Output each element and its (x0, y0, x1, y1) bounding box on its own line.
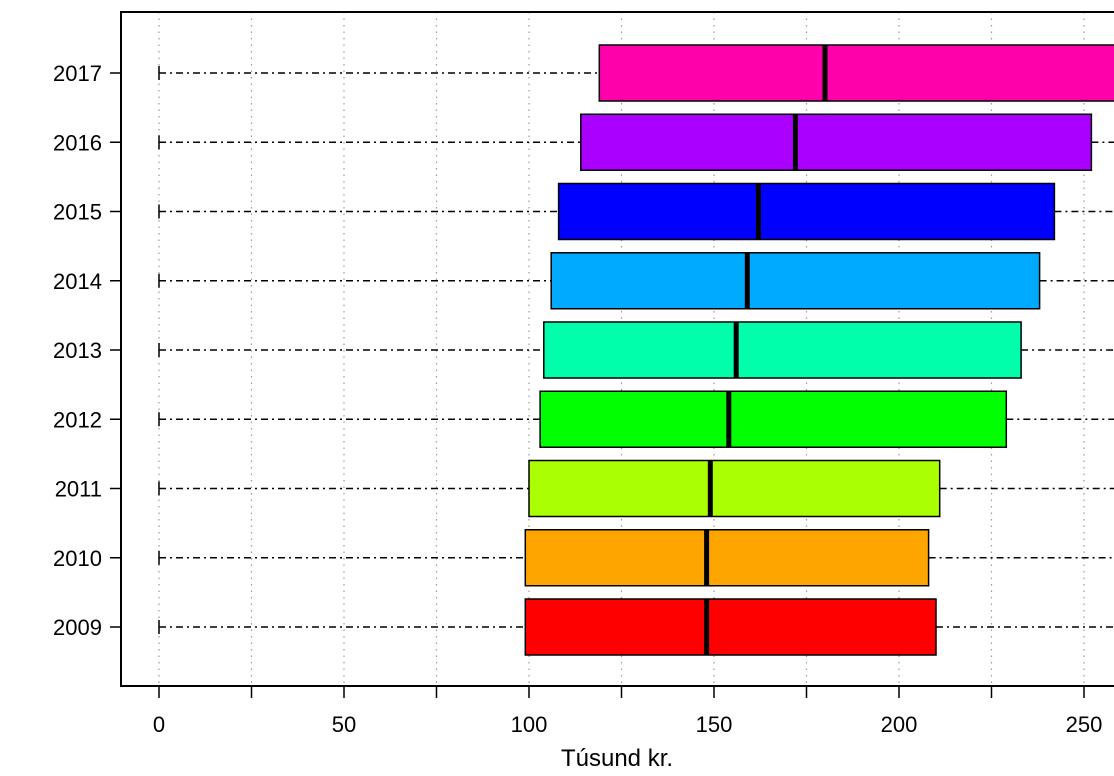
boxes (158, 44, 1114, 656)
y-tick-label: 2014 (53, 269, 102, 294)
y-tick-label: 2013 (53, 338, 102, 363)
box (528, 459, 941, 518)
box (524, 598, 937, 656)
x-tick-label: 150 (696, 712, 733, 737)
box (524, 529, 930, 587)
y-tick-label: 2017 (53, 61, 102, 86)
box-group (158, 44, 1114, 102)
box-group (158, 598, 1114, 656)
box-group (158, 182, 1114, 241)
x-tick-label: 250 (1066, 712, 1103, 737)
y-tick-label: 2011 (55, 477, 102, 502)
box-group (158, 321, 1114, 379)
x-tick-label: 50 (332, 712, 356, 737)
box (550, 252, 1041, 310)
box-group (158, 252, 1114, 310)
x-axis-title: Túsund kr. (561, 745, 673, 772)
box-group (158, 113, 1114, 171)
x-tick-label: 100 (511, 712, 548, 737)
y-tick-label: 2015 (53, 200, 102, 225)
box-group (158, 459, 1114, 518)
box (598, 44, 1114, 102)
box-group (158, 390, 1114, 448)
box-group (158, 529, 1114, 587)
box (557, 182, 1056, 241)
x-axis: 050100150200250300350400450500 (153, 686, 1103, 737)
x-tick-label: 200 (881, 712, 918, 737)
y-tick-label: 2016 (53, 130, 102, 155)
x-tick-label: 0 (153, 712, 165, 737)
y-tick-label: 2012 (53, 407, 102, 432)
y-axis: 2009 2010 2011 2012 2013 2014 2015 2016 2017 (53, 61, 121, 640)
box (543, 321, 1022, 379)
y-tick-label: 2010 (53, 546, 102, 571)
box (539, 390, 1008, 448)
y-tick-label: 2009 (53, 615, 102, 640)
box (580, 113, 1093, 171)
